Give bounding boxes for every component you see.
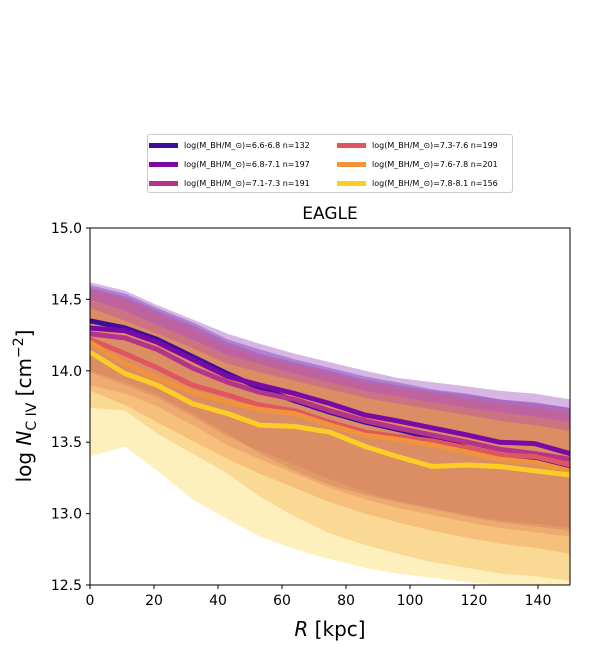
legend-swatch: [149, 142, 178, 148]
y-tick-label: 14.0: [51, 364, 82, 380]
legend-swatch: [149, 161, 178, 167]
legend-swatch: [337, 180, 366, 186]
legend-item: log(M_BH/M_⊙)=6.8-7.1 n=197: [149, 155, 310, 173]
y-axis: 12.5 13.0 13.5 14.0 14.5 15.0: [51, 221, 90, 594]
legend-label: log(M_BH/M_⊙)=7.8-8.1 n=156: [372, 178, 498, 188]
y-tick-label: 14.5: [51, 292, 82, 308]
y-tick-label: 12.5: [51, 578, 82, 594]
series-line: [90, 337, 570, 468]
median-lines: [90, 318, 570, 478]
legend-item: log(M_BH/M_⊙)=7.1-7.3 n=191: [149, 174, 310, 192]
plot-frame: [89, 227, 571, 586]
legend-label: log(M_BH/M_⊙)=7.1-7.3 n=191: [184, 178, 310, 188]
legend-item: log(M_BH/M_⊙)=7.3-7.6 n=199: [337, 136, 498, 154]
x-tick-label: 60: [273, 593, 291, 609]
legend-label: log(M_BH/M_⊙)=6.8-7.1 n=197: [184, 159, 310, 169]
legend-swatch: [337, 161, 366, 167]
series-line: [90, 325, 570, 457]
series-line: [90, 340, 570, 474]
x-tick-label: 80: [337, 593, 355, 609]
x-tick-label: 140: [525, 593, 552, 609]
legend: log(M_BH/M_⊙)=6.6-6.8 n=132 log(M_BH/M_⊙…: [147, 134, 513, 193]
series-line: [90, 331, 570, 462]
y-tick-label: 15.0: [51, 221, 82, 237]
chart-title: EAGLE: [302, 204, 357, 224]
x-tick-label: 120: [461, 593, 488, 609]
x-axis-label: R [kpc]: [294, 617, 365, 641]
legend-swatch: [149, 180, 178, 186]
legend-label: log(M_BH/M_⊙)=7.3-7.6 n=199: [372, 140, 498, 150]
y-tick-label: 13.0: [51, 507, 82, 523]
legend-label: log(M_BH/M_⊙)=7.6-7.8 n=201: [372, 159, 498, 169]
y-axis-label: log NC IV [cm−2]: [11, 330, 40, 483]
legend-item: log(M_BH/M_⊙)=7.8-8.1 n=156: [337, 174, 498, 192]
x-tick-label: 0: [86, 593, 95, 609]
legend-swatch: [337, 142, 366, 148]
x-tick-label: 20: [145, 593, 163, 609]
legend-label: log(M_BH/M_⊙)=6.6-6.8 n=132: [184, 140, 310, 150]
y-tick-label: 13.5: [51, 435, 82, 451]
band-area: [90, 285, 570, 531]
legend-item: log(M_BH/M_⊙)=7.6-7.8 n=201: [337, 155, 498, 173]
x-tick-label: 100: [397, 593, 424, 609]
series-line: [90, 350, 570, 478]
x-axis: 0 20 40 60 80 100 120 140: [86, 585, 552, 609]
legend-item: log(M_BH/M_⊙)=6.6-6.8 n=132: [149, 136, 310, 154]
x-tick-label: 40: [209, 593, 227, 609]
